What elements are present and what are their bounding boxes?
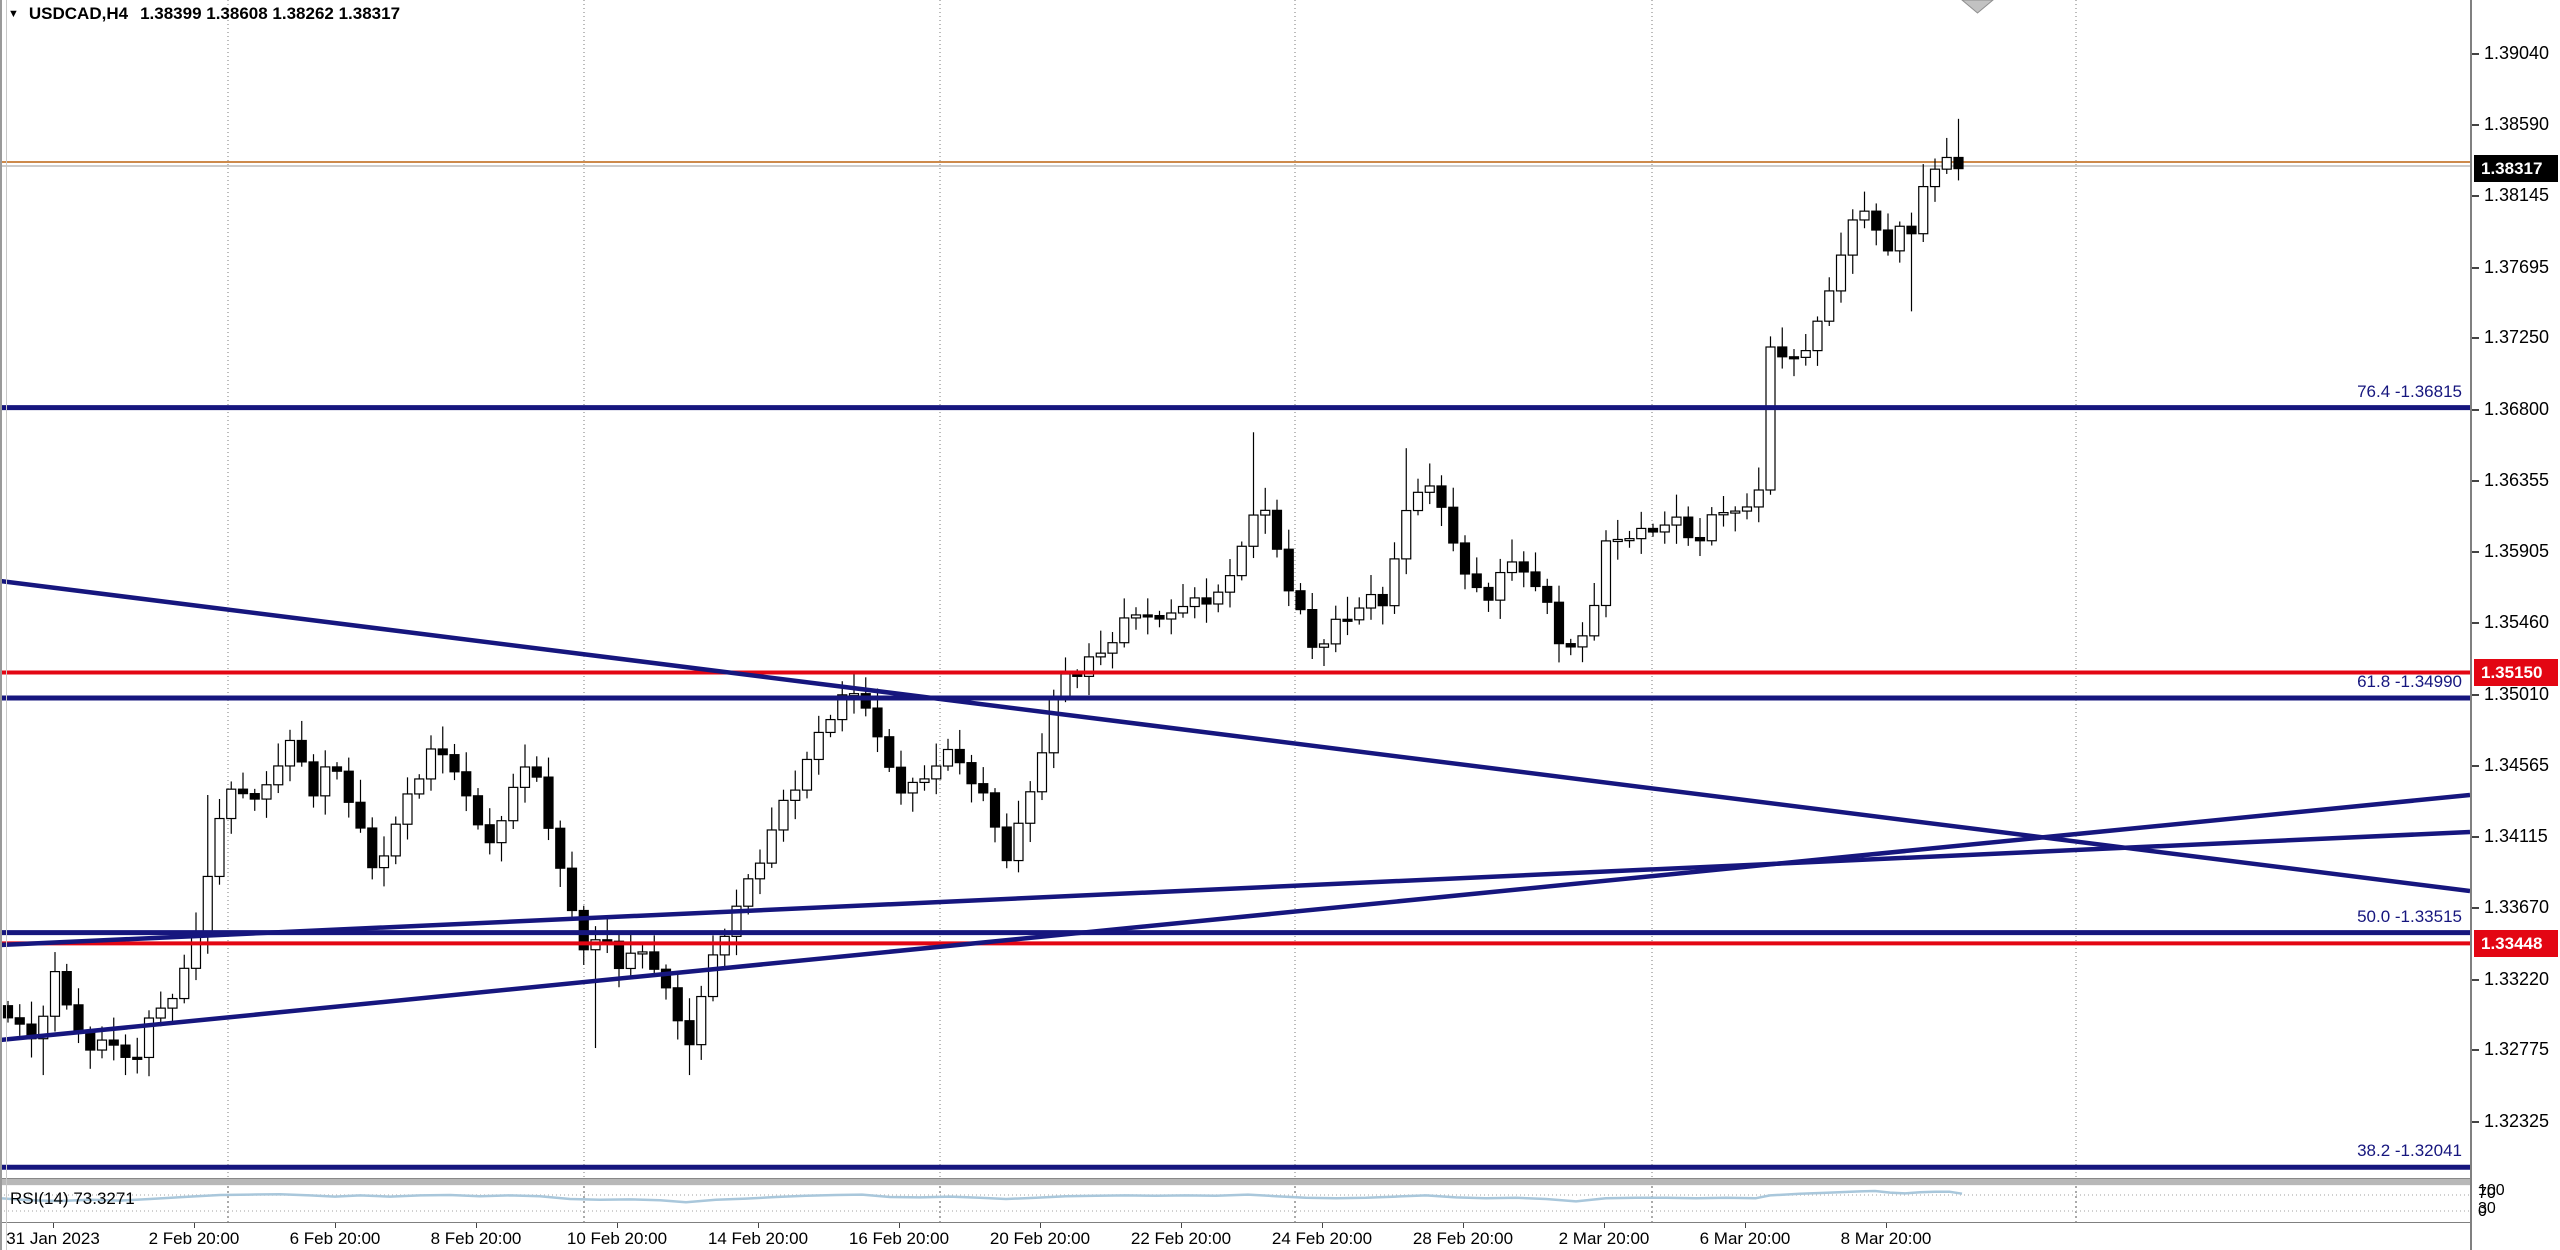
time-axis-label: 24 Feb 20:00 [1271, 1229, 1373, 1248]
time-axis-label: 16 Feb 20:00 [848, 1229, 950, 1248]
time-axis-tick [758, 1223, 759, 1228]
rsi-name-label: RSI(14) [10, 1189, 69, 1208]
time-axis-label: 2 Feb 20:00 [148, 1229, 240, 1248]
price-axis-label: 1.32325 [2484, 1111, 2550, 1132]
price-chart-canvas[interactable] [0, 0, 2470, 1178]
price-axis-tick [2472, 907, 2479, 909]
price-axis-tick [2472, 194, 2479, 197]
price-axis-label: 1.32775 [2484, 1039, 2550, 1060]
time-axis-tick [1181, 1223, 1182, 1228]
fib-label-38-2[interactable]: 38.2 -1.32041 [2357, 1141, 2462, 1161]
time-axis-label: 14 Feb 20:00 [707, 1229, 809, 1248]
price-axis-tick [2472, 1049, 2479, 1052]
price-axis-tick [2472, 978, 2479, 981]
time-axis-tick [617, 1223, 618, 1228]
time-axis-label: 6 Mar 20:00 [1699, 1229, 1791, 1248]
chart-title: ▼ USDCAD,H4 1.38399 1.38608 1.38262 1.3831… [8, 4, 400, 24]
time-axis-label: 8 Feb 20:00 [430, 1229, 522, 1248]
price-axis-label: 1.34565 [2484, 754, 2550, 775]
rsi-scale-label: 70 [2478, 1185, 2496, 1202]
symbol-dropdown-icon[interactable]: ▼ [8, 8, 19, 20]
price-axis-label: 1.34115 [2484, 826, 2548, 847]
time-axis-label: 20 Feb 20:00 [989, 1229, 1091, 1248]
price-axis-tick [2472, 409, 2479, 411]
price-axis-label: 1.35010 [2484, 683, 2550, 704]
time-axis-tick [476, 1223, 477, 1228]
trendline-1[interactable] [0, 578, 2470, 894]
rsi-scale-label: 30 [2478, 1200, 2496, 1217]
time-axis-tick [1463, 1223, 1464, 1228]
time-axis-tick [1745, 1223, 1746, 1228]
trendline-2[interactable] [0, 792, 2470, 1043]
time-axis[interactable]: 31 Jan 2023 2 Feb 20:00 6 Feb 20:00 8 Feb 2… [0, 1222, 2560, 1250]
price-axis-label: 1.33670 [2484, 897, 2550, 917]
price-axis-label: 1.36355 [2484, 469, 2550, 490]
price-axis-label: 1.38590 [2484, 114, 2550, 135]
time-axis-label: 28 Feb 20:00 [1412, 1229, 1514, 1248]
chart-left-border [6, 0, 7, 1250]
resistance-price-box: 1.35150 [2474, 659, 2558, 687]
support-price-box: 1.33448 [2474, 929, 2558, 957]
time-axis-tick [1040, 1223, 1041, 1228]
time-axis-label: 10 Feb 20:00 [566, 1229, 668, 1248]
price-axis-label: 1.39040 [2484, 42, 2550, 63]
price-axis-tick [2472, 266, 2479, 269]
rsi-indicator-canvas[interactable] [0, 1186, 2470, 1222]
time-axis-tick [53, 1223, 54, 1228]
ohlc-values-label: 1.38399 1.38608 1.38262 1.38317 [140, 4, 401, 23]
time-axis-tick [1322, 1223, 1323, 1228]
price-axis-tick [2472, 764, 2479, 767]
trendline-3[interactable] [0, 829, 2470, 948]
time-axis-tick [335, 1223, 336, 1228]
symbol-timeframe-label: USDCAD,H4 [28, 4, 129, 23]
price-axis-label: 1.35460 [2484, 612, 2550, 633]
rsi-caption: RSI(14) 73.3271 [10, 1189, 135, 1209]
time-axis-tick [899, 1223, 900, 1228]
price-axis-label: 1.38145 [2484, 184, 2550, 205]
price-axis-tick [2472, 551, 2479, 554]
price-axis-tick [2472, 693, 2479, 696]
time-axis-label: 31 Jan 2023 [6, 1229, 100, 1248]
panel-splitter[interactable] [0, 1178, 2470, 1186]
price-axis-tick [2472, 622, 2479, 625]
price-axis-label: 1.37695 [2484, 256, 2550, 277]
price-axis-tick [2472, 52, 2479, 55]
fib-label-61-8[interactable]: 61.8 -1.34990 [2357, 671, 2462, 691]
price-axis-label: 1.35905 [2484, 541, 2550, 562]
time-axis-tick [1604, 1223, 1605, 1228]
fib-label-50-0[interactable]: 50.0 -1.33515 [2357, 906, 2462, 926]
time-axis-tick [194, 1223, 195, 1228]
current-price-box: 1.38317 [2474, 155, 2558, 183]
time-axis-label: 8 Mar 20:00 [1840, 1229, 1932, 1248]
time-axis-label: 2 Mar 20:00 [1558, 1229, 1650, 1248]
price-axis-tick [2472, 479, 2479, 482]
rsi-scale-label: 100 [2478, 1182, 2505, 1199]
price-axis-label: 1.37250 [2484, 327, 2550, 348]
price-axis[interactable]: 1.38317 1.35150 1.33448 1.39040 1.38590 1.… [2470, 0, 2560, 1250]
price-axis-tick [2472, 124, 2479, 127]
price-axis-label: 1.36800 [2484, 399, 2550, 419]
price-axis-label: 1.33220 [2484, 968, 2550, 989]
time-axis-tick [1886, 1223, 1887, 1228]
price-axis-tick [2472, 1121, 2479, 1124]
price-axis-tick [2472, 337, 2479, 340]
time-axis-label: 6 Feb 20:00 [289, 1229, 381, 1248]
fib-label-76-4[interactable]: 76.4 -1.36815 [2357, 381, 2462, 401]
rsi-value-label: 73.3271 [73, 1189, 135, 1208]
rsi-scale-label: 0 [2478, 1203, 2487, 1220]
window-left-border [0, 0, 2, 1250]
time-axis-label: 22 Feb 20:00 [1130, 1229, 1232, 1248]
price-axis-tick [2472, 836, 2479, 839]
